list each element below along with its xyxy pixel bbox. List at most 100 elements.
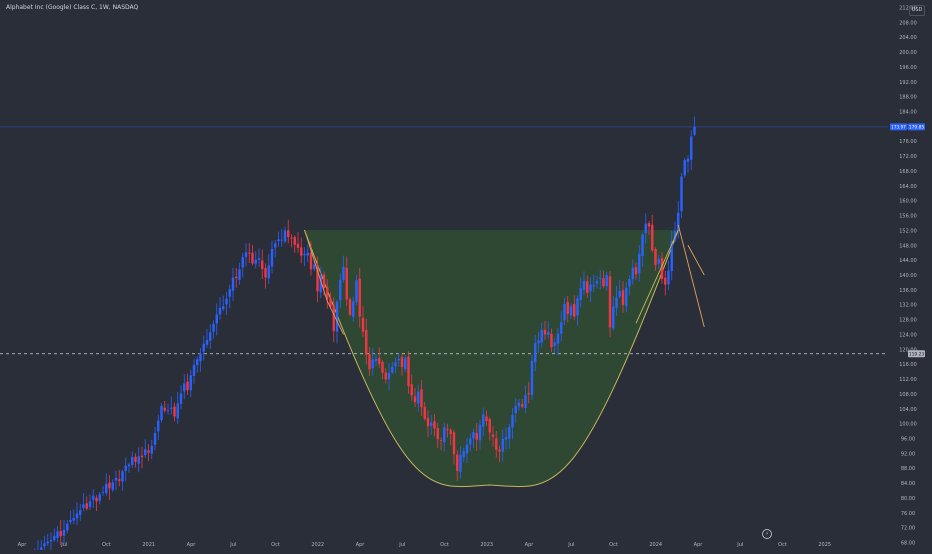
candle[interactable] [394,357,397,374]
candle[interactable] [683,158,686,178]
candle[interactable] [579,277,582,308]
candle[interactable] [124,457,127,482]
candle[interactable] [384,368,387,384]
time-tick-label[interactable]: 2024 [649,542,662,548]
candle[interactable] [391,361,394,375]
price-tick-label[interactable]: 160.00 [899,199,917,205]
candle[interactable] [69,510,72,525]
candle[interactable] [79,504,82,521]
candle[interactable] [560,311,563,342]
candle[interactable] [202,335,205,361]
candle[interactable] [462,447,465,463]
candle[interactable] [300,237,303,264]
candle[interactable] [163,400,166,413]
candle[interactable] [566,295,569,323]
candle[interactable] [644,213,647,244]
price-tick-label[interactable]: 144.00 [899,258,917,264]
candle[interactable] [465,437,469,463]
candle[interactable] [527,381,530,404]
candle[interactable] [420,380,423,416]
candle[interactable] [599,270,602,290]
candle[interactable] [469,433,472,452]
candle[interactable] [482,407,485,436]
candle[interactable] [46,534,49,547]
time-tick-label[interactable]: Oct [609,542,618,548]
candle[interactable] [160,403,163,423]
candle[interactable] [660,251,664,284]
candle[interactable] [231,267,235,302]
candle[interactable] [225,292,228,316]
candle[interactable] [586,275,589,298]
time-tick-label[interactable]: Oct [102,542,111,548]
candle[interactable] [647,221,651,235]
candle[interactable] [654,247,657,271]
candle[interactable] [511,407,514,440]
time-tick-label[interactable]: Jul [736,542,743,548]
candle[interactable] [53,528,56,542]
candle[interactable] [608,271,612,338]
candle[interactable] [521,398,524,409]
candle[interactable] [49,532,53,552]
candle[interactable] [540,322,543,349]
candle[interactable] [212,320,215,339]
candle[interactable] [358,267,361,328]
candle[interactable] [303,247,306,267]
price-tick-label[interactable]: 152.00 [899,228,917,234]
time-tick-label[interactable]: 2025 [818,542,831,548]
candle[interactable] [433,413,436,437]
candle[interactable] [537,331,540,354]
candle[interactable] [651,214,654,253]
candle[interactable] [306,244,309,263]
candle[interactable] [693,116,696,137]
time-tick-label[interactable]: Jul [60,542,67,548]
candle[interactable] [326,279,329,309]
candle[interactable] [98,491,101,505]
price-tick-label[interactable]: 212.00 [899,5,917,11]
candle[interactable] [449,428,452,446]
candle[interactable] [478,420,482,450]
candle[interactable] [491,426,495,447]
candle[interactable] [280,229,283,247]
candle[interactable] [582,271,586,296]
candle[interactable] [88,494,92,511]
candle[interactable] [553,337,556,354]
candle[interactable] [114,470,118,491]
candle[interactable] [573,295,576,321]
candle[interactable] [452,429,456,465]
candle[interactable] [248,243,251,264]
candle[interactable] [293,235,296,253]
price-tick-label[interactable]: 72.00 [901,526,915,532]
price-tick-label[interactable]: 88.00 [901,466,915,472]
candle[interactable] [556,328,560,356]
time-tick-label[interactable]: Jul [229,542,236,548]
candle[interactable] [290,234,293,248]
candle[interactable] [413,387,417,408]
candle[interactable] [92,489,95,508]
candle[interactable] [686,155,690,173]
candle[interactable] [605,271,608,291]
candle[interactable] [387,362,391,391]
candle[interactable] [547,321,550,339]
candle[interactable] [170,396,173,415]
candle[interactable] [397,353,400,367]
candle[interactable] [235,268,238,288]
candle[interactable] [592,274,595,292]
candle[interactable] [199,347,202,372]
price-tick-label[interactable]: 92.00 [901,451,915,457]
candle[interactable] [189,369,192,398]
candle[interactable] [495,430,498,458]
price-tick-label[interactable]: 184.00 [899,109,917,115]
price-tick-label[interactable]: 204.00 [899,35,917,41]
candle[interactable] [316,256,319,303]
candle[interactable] [488,417,491,441]
candle[interactable] [238,262,241,285]
candle[interactable] [342,255,345,283]
price-tick-label[interactable]: 148.00 [899,243,917,249]
price-tick-label[interactable]: 108.00 [899,392,917,398]
candle[interactable] [368,346,371,376]
candle[interactable] [426,410,430,438]
candle[interactable] [400,354,404,376]
candle[interactable] [127,462,131,473]
candle[interactable] [105,473,108,496]
price-tick-label[interactable]: 128.00 [899,318,917,324]
